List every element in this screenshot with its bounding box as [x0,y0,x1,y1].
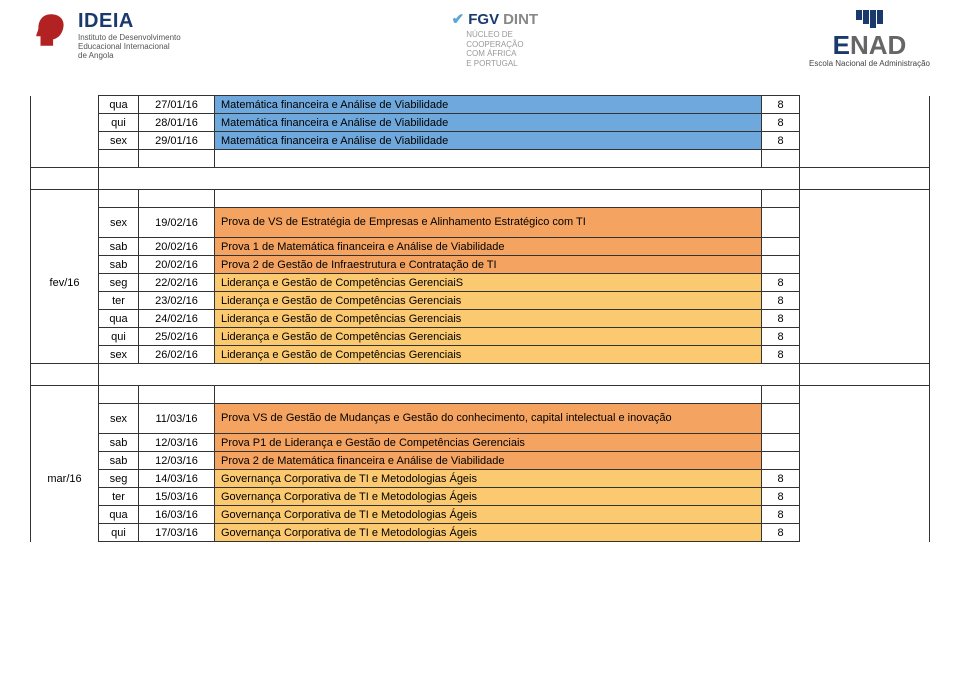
table-row: qua 24/02/16 Liderança e Gestão de Compe… [31,310,930,328]
cell-dow: qua [99,96,139,114]
table-row: sab 12/03/16 Prova 2 de Matemática finan… [31,452,930,470]
logo-fgv: ✔ FGV DINT NÚCLEO DE COOPERAÇÃO COM ÁFRI… [452,10,538,68]
logo-ideia: IDEIA Instituto de Desenvolvimento Educa… [30,10,181,60]
logo-enad: ENAD Escola Nacional de Administração [809,10,930,68]
table-row: sab 20/02/16 Prova 1 de Matemática finan… [31,238,930,256]
table-row: qui 28/01/16 Matemática financeira e Aná… [31,114,930,132]
table-row: fev/16 seg 22/02/16 Liderança e Gestão d… [31,274,930,292]
table-row: qui 25/02/16 Liderança e Gestão de Compe… [31,328,930,346]
table-row: sab 20/02/16 Prova 2 de Gestão de Infrae… [31,256,930,274]
fgv-text: FGV [468,11,499,28]
table-row: qua 16/03/16 Governança Corporativa de T… [31,506,930,524]
dint-text: DINT [503,11,538,28]
table-row: sex 11/03/16 Prova VS de Gestão de Mudan… [31,404,930,434]
enad-nad: NAD [850,30,906,60]
table-row: sex 29/01/16 Matemática financeira e Aná… [31,132,930,150]
cell-date: 27/01/16 [139,96,215,114]
gap-row [31,168,930,190]
ideia-sub: Instituto de Desenvolvimento Educacional… [78,34,181,60]
gap-row [31,364,930,386]
table-row: sex 19/02/16 Prova de VS de Estratégia d… [31,208,930,238]
head-icon [30,10,72,52]
cell-hours: 8 [762,96,800,114]
table-row: sab 12/03/16 Prova P1 de Liderança e Ges… [31,434,930,452]
table-row [31,190,930,208]
fgv-sub: NÚCLEO DE COOPERAÇÃO COM ÁFRICA E PORTUG… [466,30,523,68]
cell-desc: Matemática financeira e Análise de Viabi… [215,96,762,114]
table-row: qua 27/01/16 Matemática financeira e Aná… [31,96,930,114]
ideia-title: IDEIA [78,10,181,33]
enad-e: E [833,30,850,60]
table-row: ter 15/03/16 Governança Corporativa de T… [31,488,930,506]
table-row [31,150,930,168]
table-row: sex 26/02/16 Liderança e Gestão de Compe… [31,346,930,364]
check-icon: ✔ [452,10,465,28]
schedule-table-wrap: qua 27/01/16 Matemática financeira e Aná… [0,95,960,542]
enad-sub: Escola Nacional de Administração [809,59,930,68]
table-row: qui 17/03/16 Governança Corporativa de T… [31,524,930,542]
table-row: ter 23/02/16 Liderança e Gestão de Compe… [31,292,930,310]
cell-month: mar/16 [31,470,99,488]
schedule-table: qua 27/01/16 Matemática financeira e Aná… [30,95,930,542]
page-header: IDEIA Instituto de Desenvolvimento Educa… [0,0,960,95]
table-row: mar/16 seg 14/03/16 Governança Corporati… [31,470,930,488]
cell-month: fev/16 [31,274,99,292]
enad-bars-icon [856,10,883,28]
table-row [31,386,930,404]
